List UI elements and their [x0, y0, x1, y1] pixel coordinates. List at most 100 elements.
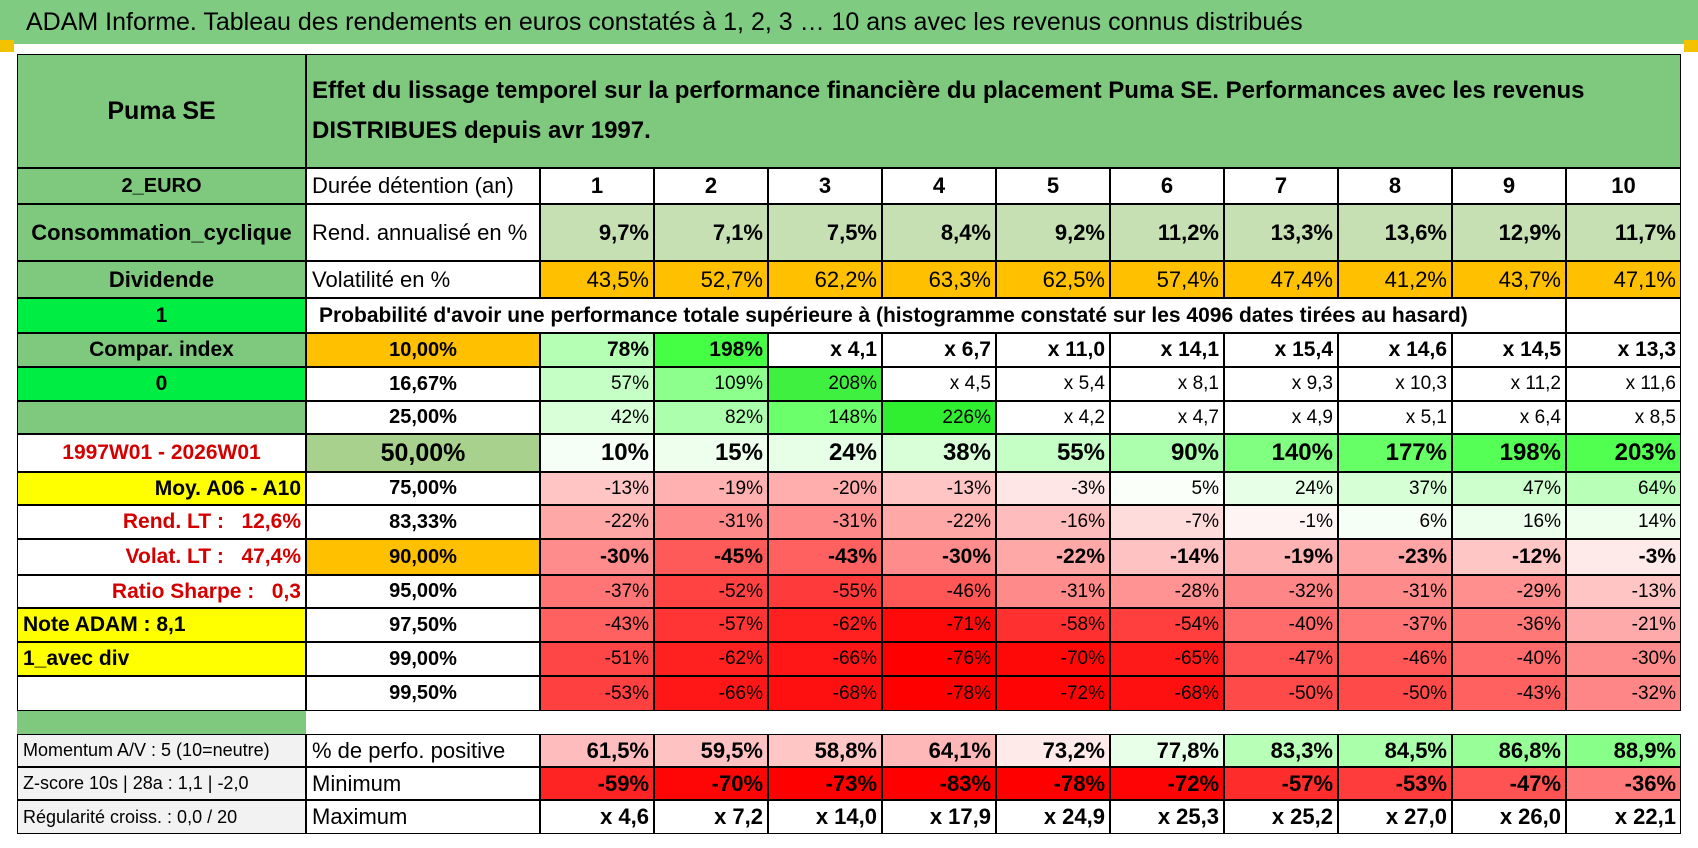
- pos-label: % de perfo. positive: [306, 734, 540, 767]
- prob-value: -3%: [1566, 539, 1681, 575]
- prob-threshold: 25,00%: [306, 401, 540, 434]
- left-rend-lt-value: 12,6%: [241, 510, 301, 533]
- prob-value: 208%: [768, 367, 882, 401]
- left-sector: Consommation_cyclique: [17, 204, 306, 261]
- prob-value: -47%: [1224, 642, 1338, 676]
- vol-value: 52,7%: [654, 261, 768, 298]
- prob-value: -1%: [1224, 505, 1338, 539]
- rend-value: 11,2%: [1110, 204, 1224, 261]
- left-momentum: Momentum A/V : 5 (10=neutre): [17, 734, 306, 767]
- prob-value: -32%: [1224, 575, 1338, 608]
- left-currency: 2_EURO: [17, 168, 306, 204]
- min-value: -47%: [1452, 767, 1566, 800]
- prob-header-empty: [1566, 298, 1681, 333]
- prob-threshold: 16,67%: [306, 367, 540, 401]
- prob-value: -3%: [996, 472, 1110, 505]
- max-value: x 7,2: [654, 800, 768, 834]
- prob-threshold: 83,33%: [306, 505, 540, 539]
- min-value: -57%: [1224, 767, 1338, 800]
- rend-value: 11,7%: [1566, 204, 1681, 261]
- pos-value: 58,8%: [768, 734, 882, 767]
- prob-value: -13%: [1566, 575, 1681, 608]
- prob-value: 177%: [1338, 434, 1452, 472]
- max-label: Maximum: [306, 800, 540, 834]
- year-header: 7: [1224, 168, 1338, 204]
- prob-threshold: 90,00%: [306, 539, 540, 575]
- prob-value: x 14,1: [1110, 333, 1224, 367]
- prob-value: x 4,5: [882, 367, 996, 401]
- prob-value: x 8,5: [1566, 401, 1681, 434]
- prob-value: 5%: [1110, 472, 1224, 505]
- year-header: 9: [1452, 168, 1566, 204]
- left-moy: Moy. A06 - A10: [17, 472, 306, 505]
- prob-value: -65%: [1110, 642, 1224, 676]
- year-header: 10: [1566, 168, 1681, 204]
- vol-value: 47,1%: [1566, 261, 1681, 298]
- year-header: 2: [654, 168, 768, 204]
- prob-value: -68%: [1110, 676, 1224, 711]
- prob-value: -57%: [654, 608, 768, 642]
- prob-value: -50%: [1224, 676, 1338, 711]
- pos-value: 64,1%: [882, 734, 996, 767]
- left-compar-index: Compar. index: [17, 333, 306, 367]
- prob-threshold: 75,00%: [306, 472, 540, 505]
- prob-value: -37%: [540, 575, 654, 608]
- max-value: x 25,2: [1224, 800, 1338, 834]
- prob-value: x 11,0: [996, 333, 1110, 367]
- prob-value: 14%: [1566, 505, 1681, 539]
- left-volat-lt: Volat. LT : 47,4%: [17, 539, 306, 575]
- min-value: -73%: [768, 767, 882, 800]
- left-sharpe-value: 0,3: [271, 579, 301, 603]
- prob-value: 42%: [540, 401, 654, 434]
- max-value: x 22,1: [1566, 800, 1681, 834]
- prob-value: -14%: [1110, 539, 1224, 575]
- prob-value: 10%: [540, 434, 654, 472]
- prob-value: -70%: [996, 642, 1110, 676]
- rend-label: Rend. annualisé en %: [306, 204, 540, 261]
- rend-value: 12,9%: [1452, 204, 1566, 261]
- performance-table: Puma SE Effet du lissage temporel sur la …: [17, 54, 1681, 848]
- prob-value: -19%: [654, 472, 768, 505]
- prob-value: 148%: [768, 401, 882, 434]
- left-rend-lt: Rend. LT : 12,6%: [17, 505, 306, 539]
- pos-value: 77,8%: [1110, 734, 1224, 767]
- prob-value: -31%: [996, 575, 1110, 608]
- report-title: ADAM Informe. Tableau des rendements en …: [26, 8, 1303, 36]
- left-edge-marker: [0, 40, 14, 52]
- prob-value: -78%: [882, 676, 996, 711]
- prob-value: 24%: [768, 434, 882, 472]
- prob-value: -62%: [654, 642, 768, 676]
- min-value: -72%: [1110, 767, 1224, 800]
- prob-value: -51%: [540, 642, 654, 676]
- max-value: x 14,0: [768, 800, 882, 834]
- prob-value: -12%: [1452, 539, 1566, 575]
- prob-value: -66%: [768, 642, 882, 676]
- prob-value: 90%: [1110, 434, 1224, 472]
- prob-value: -43%: [768, 539, 882, 575]
- min-label: Minimum: [306, 767, 540, 800]
- left-flag-0: 0: [17, 367, 306, 401]
- prob-value: 198%: [1452, 434, 1566, 472]
- max-value: x 17,9: [882, 800, 996, 834]
- prob-value: 16%: [1452, 505, 1566, 539]
- prob-value: -28%: [1110, 575, 1224, 608]
- prob-value: 57%: [540, 367, 654, 401]
- title-bar: ADAM Informe. Tableau des rendements en …: [0, 0, 1698, 44]
- pos-value: 86,8%: [1452, 734, 1566, 767]
- prob-value: -76%: [882, 642, 996, 676]
- prob-threshold: 10,00%: [306, 333, 540, 367]
- prob-value: -31%: [654, 505, 768, 539]
- prob-value: -30%: [882, 539, 996, 575]
- min-value: -70%: [654, 767, 768, 800]
- prob-value: -31%: [1338, 575, 1452, 608]
- prob-value: 203%: [1566, 434, 1681, 472]
- prob-value: -36%: [1452, 608, 1566, 642]
- asset-name: Puma SE: [17, 54, 306, 168]
- year-header: 1: [540, 168, 654, 204]
- prob-value: 37%: [1338, 472, 1452, 505]
- prob-value: 198%: [654, 333, 768, 367]
- year-header: 4: [882, 168, 996, 204]
- rend-value: 8,4%: [882, 204, 996, 261]
- prob-value: x 4,1: [768, 333, 882, 367]
- prob-value: x 5,1: [1338, 401, 1452, 434]
